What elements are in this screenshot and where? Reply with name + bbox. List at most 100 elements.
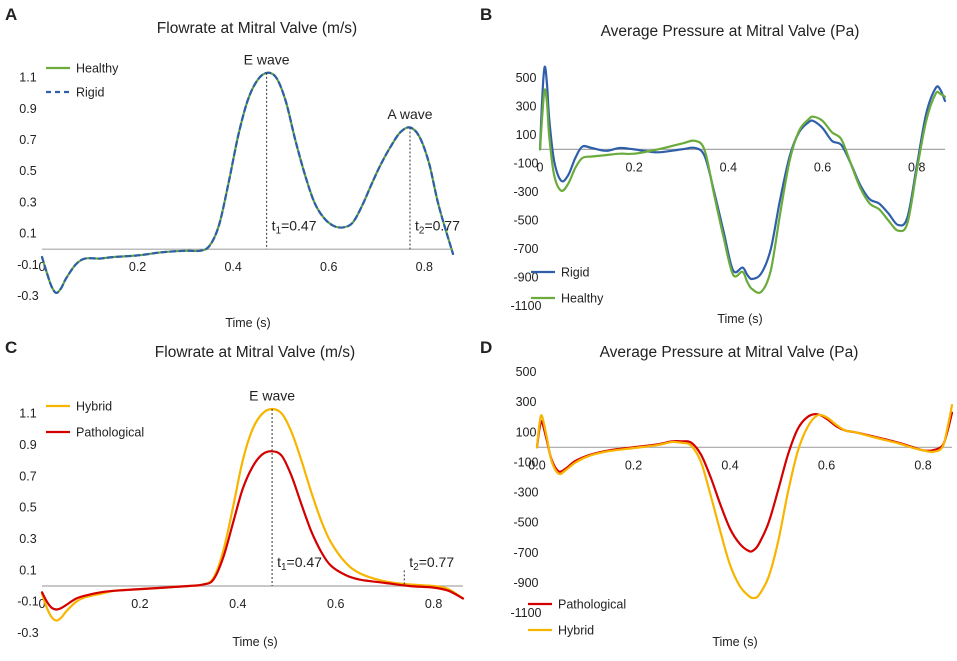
marker-label-c: t1=0.47 xyxy=(277,554,322,573)
y-tick-label-b: 100 xyxy=(516,128,537,142)
y-tick-label-c: 0.3 xyxy=(19,532,36,546)
x-tick-label-d: 0.8 xyxy=(914,458,931,472)
y-tick-label-b: -100 xyxy=(513,157,538,171)
marker-label-main: t xyxy=(272,217,276,233)
y-tick-label-b: 500 xyxy=(516,71,537,85)
series-layer-d xyxy=(535,404,954,600)
marker-label-a: t1=0.47 xyxy=(272,217,317,236)
legend-c: Hybrid Pathological xyxy=(46,400,144,440)
series-line-pathological-d xyxy=(535,411,954,553)
y-tick-label-c: -0.3 xyxy=(17,626,39,640)
panel-a: A Flowrate at Mitral Valve (m/s) Time (s… xyxy=(5,5,460,330)
y-tick-label-c: 0.7 xyxy=(19,469,36,483)
y-tick-label-b: -300 xyxy=(513,185,538,199)
y-tick-label-d: -1100 xyxy=(510,606,541,620)
legend-d: Pathological Hybrid xyxy=(528,598,626,638)
series-line-hybrid-d xyxy=(535,404,954,600)
legend-a: Healthy Rigid xyxy=(46,62,119,100)
legend-label-pathological-d: Pathological xyxy=(558,598,626,612)
y-tick-label-b: -900 xyxy=(513,271,538,285)
marker-label-main: t xyxy=(409,554,413,570)
panel-label-a: A xyxy=(5,5,17,24)
y-tick-label-a: -0.1 xyxy=(17,258,39,272)
series-line-pathological-c xyxy=(40,450,465,611)
marker-label-main: t xyxy=(277,554,281,570)
chart-title-c: Flowrate at Mitral Valve (m/s) xyxy=(155,344,355,361)
panel-b: B Average Pressure at Mitral Valve (Pa) … xyxy=(480,5,947,326)
x-tick-label-a: 0.2 xyxy=(129,260,146,274)
legend-label-pathological-c: Pathological xyxy=(76,426,144,440)
legend-label-healthy-a: Healthy xyxy=(76,62,119,76)
y-tick-label-c: 0.1 xyxy=(19,563,36,577)
legend-label-hybrid-d: Hybrid xyxy=(558,624,594,638)
y-tick-label-d: -100 xyxy=(513,455,538,469)
x-tick-label-c: 0 xyxy=(39,597,46,611)
marker-label-main: t xyxy=(415,217,419,233)
legend-label-rigid-b: Rigid xyxy=(561,266,590,280)
marker-label-value: =0.77 xyxy=(419,554,455,570)
x-tick-label-b: 0.4 xyxy=(720,160,737,174)
legend-label-hybrid-c: Hybrid xyxy=(76,400,112,414)
y-tick-label-c: 1.1 xyxy=(19,407,36,421)
y-tick-label-a: 0.3 xyxy=(19,195,36,209)
x-tick-label-c: 0.8 xyxy=(425,597,442,611)
series-line-healthy-b xyxy=(538,88,947,294)
legend-label-rigid-a: Rigid xyxy=(76,86,105,100)
y-tick-label-c: 0.5 xyxy=(19,501,36,515)
x-axis-label-b: Time (s) xyxy=(717,312,762,326)
x-axis-label-d: Time (s) xyxy=(712,635,757,649)
axes-d: -1100 -900 -700 -500 -300 -100 100 300 500 0.0 0.2… xyxy=(510,365,952,620)
legend-b: Rigid Healthy xyxy=(531,266,604,306)
y-tick-label-a: 1.1 xyxy=(19,71,36,85)
vline-layer-c: t1=0.47 t2=0.77E wave xyxy=(249,387,454,586)
axes-b: -1100 -900 -700 -500 -300 -100 100 300 500 0 0.2 0.… xyxy=(510,71,945,313)
x-tick-label-d: 0.0 xyxy=(528,458,545,472)
x-axis-label-c: Time (s) xyxy=(232,635,277,649)
marker-label-value: =0.47 xyxy=(287,554,323,570)
series-layer-a xyxy=(40,71,455,294)
legend-label-healthy-b: Healthy xyxy=(561,292,604,306)
x-tick-label-c: 0.2 xyxy=(131,597,148,611)
annotation-a: E wave xyxy=(244,51,290,67)
x-tick-label-c: 0.4 xyxy=(229,597,246,611)
panel-label-c: C xyxy=(5,338,17,357)
y-tick-label-b: 300 xyxy=(516,100,537,114)
y-tick-label-a: 0.5 xyxy=(19,164,36,178)
y-tick-label-d: -500 xyxy=(513,516,538,530)
chart-title-a: Flowrate at Mitral Valve (m/s) xyxy=(157,20,357,37)
marker-label-sub: 1 xyxy=(276,225,282,236)
marker-label-sub: 2 xyxy=(419,225,425,236)
series-layer-c xyxy=(40,407,465,622)
y-tick-label-a: 0.7 xyxy=(19,133,36,147)
annotation-a: A wave xyxy=(387,106,432,122)
series-line-hybrid-c xyxy=(40,407,465,622)
x-tick-label-a: 0.8 xyxy=(416,260,433,274)
x-tick-label-b: 0.6 xyxy=(814,160,831,174)
x-tick-label-b: 0 xyxy=(537,160,544,174)
y-tick-label-c: -0.1 xyxy=(17,595,39,609)
y-tick-label-b: -700 xyxy=(513,242,538,256)
y-tick-label-d: 300 xyxy=(516,395,537,409)
panel-c: C Flowrate at Mitral Valve (m/s) Time (s… xyxy=(5,338,465,649)
x-tick-label-a: 0.6 xyxy=(320,260,337,274)
x-tick-label-c: 0.6 xyxy=(327,597,344,611)
y-tick-label-d: -900 xyxy=(513,576,538,590)
chart-title-b: Average Pressure at Mitral Valve (Pa) xyxy=(601,23,860,40)
annotation-c: E wave xyxy=(249,387,295,403)
x-tick-label-d: 0.4 xyxy=(721,458,738,472)
series-line-rigid-a xyxy=(40,71,455,294)
y-tick-label-c: 0.9 xyxy=(19,438,36,452)
chart-title-d: Average Pressure at Mitral Valve (Pa) xyxy=(600,344,859,361)
y-tick-label-b: -1100 xyxy=(510,299,541,313)
y-tick-label-a: 0.9 xyxy=(19,102,36,116)
axes-a: -0.3 -0.1 0.1 0.3 0.5 0.7 0.9 1.1 0 0.2 0.4 0.6 0.8 xyxy=(17,71,453,303)
series-line-rigid-b xyxy=(538,65,947,281)
axes-c: -0.3 -0.1 0.1 0.3 0.5 0.7 0.9 1.1 0 0.2 0.4 0.6 0.8 xyxy=(17,407,463,640)
marker-label-sub: 2 xyxy=(413,562,419,573)
marker-label-value: =0.47 xyxy=(281,217,317,233)
x-tick-label-a: 0 xyxy=(39,260,46,274)
marker-label-c: t2=0.77 xyxy=(409,554,454,573)
marker-label-sub: 1 xyxy=(281,562,287,573)
